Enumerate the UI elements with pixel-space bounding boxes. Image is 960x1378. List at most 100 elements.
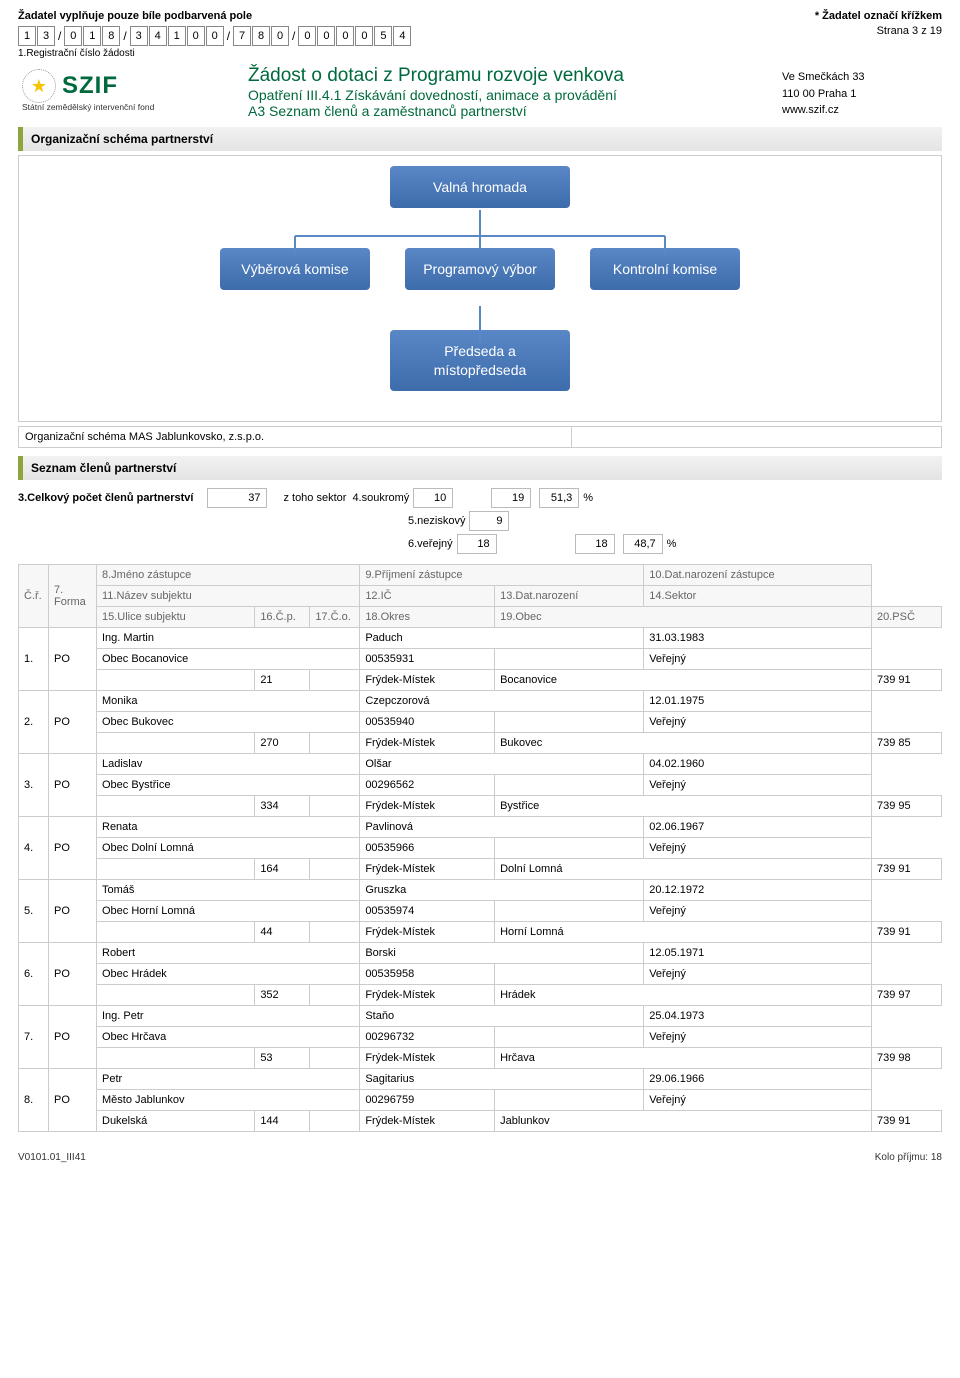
address-block: Ve Smečkách 33 110 00 Praha 1 www.szif.c… (782, 65, 942, 119)
row-ic: 00296732 (360, 1026, 495, 1047)
col-9: 9.Příjmení zástupce (360, 564, 644, 585)
org-node-bottom: Předseda a místopředseda (390, 330, 570, 390)
reg-digit: 1 (168, 26, 186, 46)
row-cp: 334 (255, 795, 310, 816)
reg-digit: 1 (18, 26, 36, 46)
row-ic: 00535966 (360, 837, 495, 858)
row-obec: Hrádek (495, 984, 872, 1005)
row-psc: 739 91 (872, 669, 942, 690)
row-num: 8. (19, 1068, 49, 1131)
row-okres: Frýdek-Místek (360, 921, 495, 942)
row-dob: 31.03.1983 (644, 627, 872, 648)
szif-logo-text: SZIF (62, 72, 118, 100)
row-obec: Horní Lomná (495, 921, 872, 942)
row-psc: 739 97 (872, 984, 942, 1005)
row-psc: 739 91 (872, 921, 942, 942)
sector5-label: 5.neziskový (408, 515, 465, 527)
total-members-value: 37 (207, 488, 267, 508)
row-psc: 739 85 (872, 732, 942, 753)
row-prijmeni: Staňo (360, 1005, 644, 1026)
reg-separator: / (58, 29, 61, 43)
form-title: Žádost o dotaci z Programu rozvoje venko… (248, 65, 772, 87)
row-subjekt: Město Jablunkov (97, 1089, 360, 1110)
row-subjekt: Obec Hrčava (97, 1026, 360, 1047)
row-ulice (97, 795, 255, 816)
row-forma: PO (49, 627, 97, 690)
reg-separator: / (123, 29, 126, 43)
col-14: 14.Sektor (644, 585, 872, 606)
row-okres: Frýdek-Místek (360, 858, 495, 879)
section-member-list: Seznam členů partnerství (18, 456, 942, 480)
row-okres: Frýdek-Místek (360, 795, 495, 816)
row-forma: PO (49, 690, 97, 753)
row-dn (495, 963, 644, 984)
row-jmeno: Renata (97, 816, 360, 837)
row-dn (495, 648, 644, 669)
pct-sign-2: % (667, 538, 677, 550)
col-forma: 7. Forma (49, 564, 97, 627)
row-obec: Bystřice (495, 795, 872, 816)
row-obec: Dolní Lomná (495, 858, 872, 879)
col-19: 19.Obec (495, 606, 872, 627)
caption-spacer (572, 426, 942, 448)
row-psc: 739 98 (872, 1047, 942, 1068)
sector4-label: 4.soukromý (352, 492, 409, 504)
address-line2: 110 00 Praha 1 (782, 86, 942, 103)
row-cp: 44 (255, 921, 310, 942)
col-20: 20.PSČ (872, 606, 942, 627)
pct-sign-1: % (583, 492, 593, 504)
sector6-value2: 18 (575, 534, 615, 554)
total-members-label: 3.Celkový počet členů partnerství (18, 492, 193, 504)
row-cp: 352 (255, 984, 310, 1005)
row-ulice (97, 858, 255, 879)
row-ic: 00535958 (360, 963, 495, 984)
registration-label: 1.Registrační číslo žádosti (18, 48, 411, 59)
org-node-mid: Programový výbor (405, 248, 555, 290)
row-subjekt: Obec Bocanovice (97, 648, 360, 669)
footer-right: Kolo příjmu: 18 (875, 1152, 942, 1163)
reg-digit: 4 (393, 26, 411, 46)
sector4-value: 10 (413, 488, 453, 508)
row-okres: Frýdek-Místek (360, 1110, 495, 1131)
logo-block: ★ SZIF Státní zemědělský intervenční fon… (18, 65, 238, 116)
row-sektor: Veřejný (644, 1089, 872, 1110)
reg-digit: 0 (336, 26, 354, 46)
row-forma: PO (49, 753, 97, 816)
row-jmeno: Monika (97, 690, 360, 711)
form-subtitle-2: A3 Seznam členů a zaměstnanců partnerstv… (248, 103, 772, 119)
row-prijmeni: Paduch (360, 627, 644, 648)
col-18: 18.Okres (360, 606, 495, 627)
row-cp: 164 (255, 858, 310, 879)
row-obec: Bocanovice (495, 669, 872, 690)
org-node-top: Valná hromada (390, 166, 570, 208)
org-chart-caption: Organizační schéma MAS Jablunkovsko, z.s… (18, 426, 572, 448)
row-ulice (97, 669, 255, 690)
row-okres: Frýdek-Místek (360, 1047, 495, 1068)
row-prijmeni: Czepczorová (360, 690, 644, 711)
row-okres: Frýdek-Místek (360, 669, 495, 690)
row-prijmeni: Olšar (360, 753, 644, 774)
row-ic: 00296759 (360, 1089, 495, 1110)
row-co (310, 669, 360, 690)
row-cp: 53 (255, 1047, 310, 1068)
sector6-label: 6.veřejný (408, 538, 453, 550)
row-obec: Bukovec (495, 732, 872, 753)
reg-digit: 0 (298, 26, 316, 46)
row-cp: 21 (255, 669, 310, 690)
row-psc: 739 91 (872, 1110, 942, 1131)
row-co (310, 858, 360, 879)
reg-separator: / (227, 29, 230, 43)
col-cr: Č.ř. (19, 564, 49, 627)
row-sektor: Veřejný (644, 837, 872, 858)
row-num: 2. (19, 690, 49, 753)
row-dob: 02.06.1967 (644, 816, 872, 837)
row-prijmeni: Borski (360, 942, 644, 963)
reg-separator: / (292, 29, 295, 43)
row-co (310, 1047, 360, 1068)
col-12: 12.IČ (360, 585, 495, 606)
instruction-text: Žadatel vyplňuje pouze bíle podbarvená p… (18, 10, 252, 22)
row-num: 5. (19, 879, 49, 942)
szif-subtext: Státní zemědělský intervenční fond (22, 102, 234, 112)
row-forma: PO (49, 942, 97, 1005)
row-dn (495, 711, 644, 732)
